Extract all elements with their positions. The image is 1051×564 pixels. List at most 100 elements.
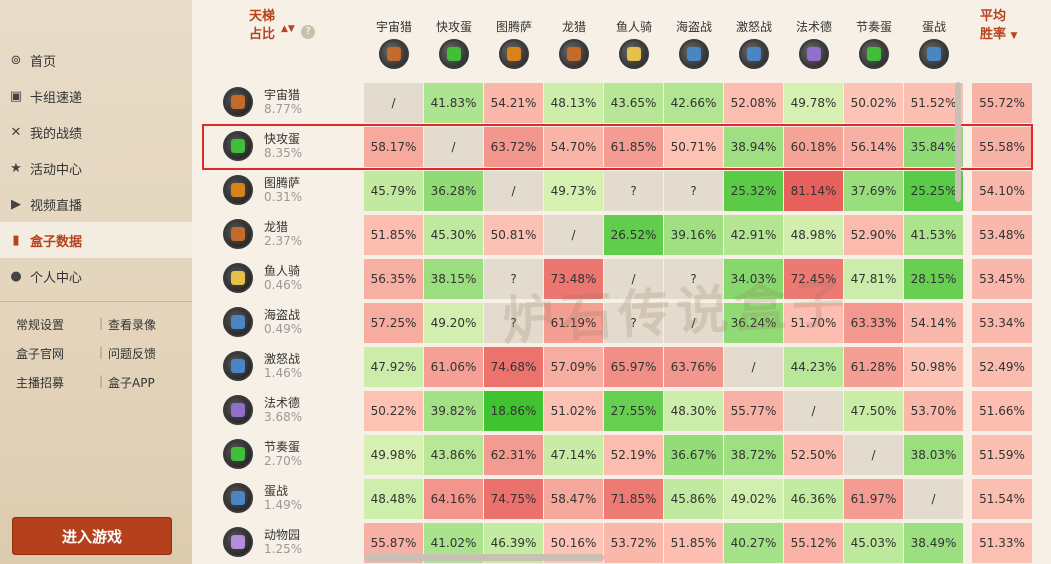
column-header[interactable]: 海盗战 xyxy=(664,18,724,69)
winrate-cell[interactable]: / xyxy=(424,127,483,167)
winrate-cell[interactable]: 56.14% xyxy=(844,127,903,167)
winrate-cell[interactable]: 45.03% xyxy=(844,523,903,563)
sidebar-item-events[interactable]: ★ 活动中心 xyxy=(0,150,192,186)
deck-name[interactable]: 海盗战 xyxy=(264,308,301,322)
winrate-cell[interactable]: 47.14% xyxy=(544,435,603,475)
winrate-cell[interactable]: 43.65% xyxy=(604,83,663,123)
rank-share-header[interactable]: 天梯 占比 ▲▼ xyxy=(249,8,295,44)
deck-name[interactable]: 节奏蛋 xyxy=(264,440,301,454)
winrate-cell[interactable]: 74.68% xyxy=(484,347,543,387)
winrate-cell[interactable]: 49.78% xyxy=(784,83,843,123)
winrate-cell[interactable]: 49.02% xyxy=(724,479,783,519)
winrate-cell[interactable]: 54.70% xyxy=(544,127,603,167)
winrate-cell[interactable]: 51.02% xyxy=(544,391,603,431)
winrate-cell[interactable]: 39.16% xyxy=(664,215,723,255)
winrate-cell[interactable]: 25.25% xyxy=(904,171,963,211)
winrate-cell[interactable]: 49.73% xyxy=(544,171,603,211)
table-row[interactable]: 宇宙猎 8.77%/41.83% 54.21% 48.13% 43.65% 42.66% 5… xyxy=(192,82,1051,124)
winrate-cell[interactable]: 50.22% xyxy=(364,391,423,431)
sidebar-item-box-data[interactable]: ▮ 盒子数据 xyxy=(0,222,192,258)
deck-name[interactable]: 法术德 xyxy=(264,396,301,410)
winrate-cell[interactable]: / xyxy=(664,303,723,343)
sidebar-item-my-record[interactable]: ✕ 我的战绩 xyxy=(0,114,192,150)
winrate-cell[interactable]: 51.85% xyxy=(664,523,723,563)
winrate-cell[interactable]: 61.19% xyxy=(544,303,603,343)
winrate-cell[interactable]: 38.03% xyxy=(904,435,963,475)
table-row[interactable]: 海盗战 0.49% 57.25% 49.20%? 61.19%?/36.24% 51.70… xyxy=(192,302,1051,344)
winrate-cell[interactable]: 55.77% xyxy=(724,391,783,431)
winrate-cell[interactable]: 25.32% xyxy=(724,171,783,211)
winrate-cell[interactable]: 42.66% xyxy=(664,83,723,123)
winrate-cell[interactable]: 60.18% xyxy=(784,127,843,167)
table-row[interactable]: 动物园 1.25% 55.87% 41.02% 46.39% 50.16% 53.72% 51… xyxy=(192,522,1051,564)
winrate-cell[interactable]: 61.06% xyxy=(424,347,483,387)
winrate-cell[interactable]: 48.13% xyxy=(544,83,603,123)
deck-name[interactable]: 鱼人骑 xyxy=(264,264,301,278)
winrate-cell[interactable]: 50.71% xyxy=(664,127,723,167)
winrate-cell[interactable]: 46.36% xyxy=(784,479,843,519)
winrate-cell[interactable]: 57.09% xyxy=(544,347,603,387)
winrate-cell[interactable]: / xyxy=(544,215,603,255)
column-header[interactable]: 鱼人骑 xyxy=(604,18,664,69)
winrate-cell[interactable]: / xyxy=(604,259,663,299)
column-header[interactable]: 宇宙猎 xyxy=(364,18,424,69)
winrate-cell[interactable]: 41.83% xyxy=(424,83,483,123)
winrate-cell[interactable]: 50.81% xyxy=(484,215,543,255)
table-row[interactable]: 龙猎 2.37% 51.85% 45.30% 50.81%/26.52% 39.16% 42… xyxy=(192,214,1051,256)
deck-name[interactable]: 动物园 xyxy=(264,528,301,542)
winrate-cell[interactable]: 61.97% xyxy=(844,479,903,519)
help-icon[interactable]: ? xyxy=(301,25,315,39)
winrate-cell[interactable]: 62.31% xyxy=(484,435,543,475)
winrate-cell[interactable]: 45.79% xyxy=(364,171,423,211)
winrate-cell[interactable]: 47.50% xyxy=(844,391,903,431)
deck-name[interactable]: 激怒战 xyxy=(264,352,301,366)
column-header[interactable]: 激怒战 xyxy=(724,18,784,69)
winrate-cell[interactable]: 73.48% xyxy=(544,259,603,299)
sidebar-item-deck-express[interactable]: ▣ 卡组速递 xyxy=(0,78,192,114)
winrate-cell[interactable]: ? xyxy=(604,171,663,211)
column-header[interactable]: 法术德 xyxy=(784,18,844,69)
winrate-cell[interactable]: 63.72% xyxy=(484,127,543,167)
winrate-cell[interactable]: 50.02% xyxy=(844,83,903,123)
winrate-cell[interactable]: ? xyxy=(664,259,723,299)
winrate-cell[interactable]: 36.67% xyxy=(664,435,723,475)
winrate-cell[interactable]: 52.50% xyxy=(784,435,843,475)
winrate-cell[interactable]: ? xyxy=(484,303,543,343)
winrate-cell[interactable]: ? xyxy=(604,303,663,343)
winrate-cell[interactable]: 52.90% xyxy=(844,215,903,255)
winrate-cell[interactable]: / xyxy=(784,391,843,431)
column-header[interactable]: 龙猎 xyxy=(544,18,604,69)
winrate-cell[interactable]: 28.15% xyxy=(904,259,963,299)
winrate-cell[interactable]: 63.33% xyxy=(844,303,903,343)
winrate-cell[interactable]: / xyxy=(724,347,783,387)
table-row[interactable]: 蛋战 1.49% 48.48% 64.16% 74.75% 58.47% 71.85% 45.… xyxy=(192,478,1051,520)
winrate-cell[interactable]: 40.27% xyxy=(724,523,783,563)
table-row[interactable]: 快攻蛋 8.35% 58.17%/63.72% 54.70% 61.85% 50.71% 3… xyxy=(192,126,1051,168)
winrate-cell[interactable]: 47.81% xyxy=(844,259,903,299)
winrate-cell[interactable]: / xyxy=(364,83,423,123)
winrate-cell[interactable]: 45.30% xyxy=(424,215,483,255)
winrate-cell[interactable]: 61.28% xyxy=(844,347,903,387)
winrate-cell[interactable]: 38.15% xyxy=(424,259,483,299)
winrate-cell[interactable]: 36.28% xyxy=(424,171,483,211)
sidebar-item-profile[interactable]: ● 个人中心 xyxy=(0,258,192,294)
deck-name[interactable]: 龙猎 xyxy=(264,220,289,234)
sidebar-item-video[interactable]: ▶ 视频直播 xyxy=(0,186,192,222)
column-header[interactable]: 图腾萨 xyxy=(484,18,544,69)
winrate-cell[interactable]: 81.14% xyxy=(784,171,843,211)
table-row[interactable]: 节奏蛋 2.70% 49.98% 43.86% 62.31% 47.14% 52.19% 36… xyxy=(192,434,1051,476)
table-row[interactable]: 法术德 3.68% 50.22% 39.82% 18.86% 51.02% 27.55% 48… xyxy=(192,390,1051,432)
table-row[interactable]: 激怒战 1.46% 47.92% 61.06% 74.68% 57.09% 65.97% 63… xyxy=(192,346,1051,388)
winrate-cell[interactable]: 48.30% xyxy=(664,391,723,431)
winrate-cell[interactable]: 34.03% xyxy=(724,259,783,299)
winrate-cell[interactable]: / xyxy=(484,171,543,211)
winrate-cell[interactable]: 48.48% xyxy=(364,479,423,519)
enter-game-button[interactable]: 进入游戏 xyxy=(12,517,172,555)
winrate-cell[interactable]: ? xyxy=(664,171,723,211)
winrate-cell[interactable]: 61.85% xyxy=(604,127,663,167)
winrate-cell[interactable]: 58.17% xyxy=(364,127,423,167)
winrate-cell[interactable]: 37.69% xyxy=(844,171,903,211)
winrate-cell[interactable]: 39.82% xyxy=(424,391,483,431)
table-row[interactable]: 图腾萨 0.31% 45.79% 36.28%/49.73%?? 25.32% 81.14… xyxy=(192,170,1051,212)
winrate-cell[interactable]: 27.55% xyxy=(604,391,663,431)
